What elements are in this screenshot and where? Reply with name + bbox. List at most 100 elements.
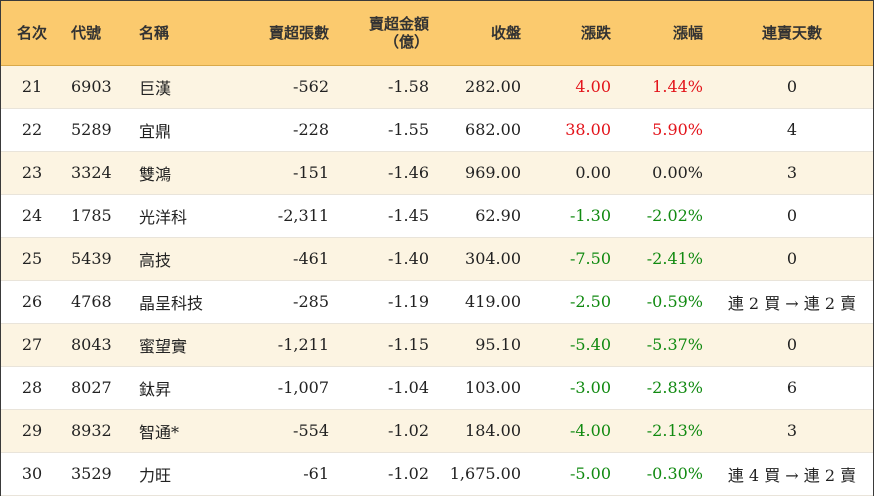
cell-change-pct: -0.30% [619,452,711,496]
cell-stock-name[interactable]: 光洋科 [133,194,235,238]
header-change-pct[interactable]: 漲幅 [619,1,711,66]
header-rank[interactable]: 名次 [1,1,63,66]
cell-streak: 0 [711,65,873,109]
cell-rank: 25 [1,237,63,281]
cell-rank: 21 [1,65,63,109]
cell-code[interactable]: 6903 [63,65,133,109]
cell-streak: 0 [711,237,873,281]
cell-stock-name[interactable]: 晶呈科技 [133,280,235,324]
cell-code[interactable]: 8043 [63,323,133,367]
cell-streak: 連 4 買 → 連 2 賣 [711,452,873,496]
cell-close: 103.00 [437,366,529,410]
header-row: 名次 代號 名稱 賣超張數 賣超金額 （億） 收盤 漲跌 漲幅 連賣天數 [1,1,873,66]
cell-rank: 29 [1,409,63,453]
cell-change: 4.00 [529,65,619,109]
cell-code[interactable]: 4768 [63,280,133,324]
cell-sell-lots: -2,311 [235,194,337,238]
cell-code[interactable]: 1785 [63,194,133,238]
cell-sell-lots: -285 [235,280,337,324]
table-body: 21 6903 巨漢 -562 -1.58 282.00 4.00 1.44% 0 22 5289 宜… [1,65,873,496]
cell-close: 184.00 [437,409,529,453]
cell-sell-amount: -1.46 [337,151,437,195]
cell-change-pct: 0.00% [619,151,711,195]
table-row[interactable]: 28 8027 鈦昇 -1,007 -1.04 103.00 -3.00 -2.83% 6 [1,366,873,410]
cell-sell-amount: -1.15 [337,323,437,367]
header-code[interactable]: 代號 [63,1,133,66]
cell-sell-amount: -1.45 [337,194,437,238]
table-row[interactable]: 30 3529 力旺 -61 -1.02 1,675.00 -5.00 -0.30% 連 4 買… [1,452,873,496]
table-row[interactable]: 21 6903 巨漢 -562 -1.58 282.00 4.00 1.44% 0 [1,65,873,109]
cell-code[interactable]: 5289 [63,108,133,152]
cell-close: 95.10 [437,323,529,367]
cell-stock-name[interactable]: 宜鼎 [133,108,235,152]
cell-change-pct: -2.02% [619,194,711,238]
header-sell-amount-line2: （億） [383,32,429,51]
cell-streak: 0 [711,323,873,367]
cell-change: -5.00 [529,452,619,496]
cell-change-pct: -0.59% [619,280,711,324]
header-sell-amount-line1: 賣超金額 [368,14,429,33]
cell-sell-amount: -1.58 [337,65,437,109]
cell-sell-lots: -562 [235,65,337,109]
cell-close: 419.00 [437,280,529,324]
cell-change-pct: -2.13% [619,409,711,453]
cell-sell-amount: -1.02 [337,452,437,496]
header-sell-amount[interactable]: 賣超金額 （億） [337,1,437,66]
cell-streak: 0 [711,194,873,238]
cell-code[interactable]: 8932 [63,409,133,453]
cell-sell-amount: -1.02 [337,409,437,453]
header-change[interactable]: 漲跌 [529,1,619,66]
header-name[interactable]: 名稱 [133,1,235,66]
cell-streak: 6 [711,366,873,410]
cell-sell-lots: -151 [235,151,337,195]
table-row[interactable]: 26 4768 晶呈科技 -285 -1.19 419.00 -2.50 -0.59% 連 2 … [1,280,873,324]
cell-change-pct: -2.41% [619,237,711,281]
cell-rank: 28 [1,366,63,410]
cell-close: 682.00 [437,108,529,152]
cell-stock-name[interactable]: 智通* [133,409,235,453]
cell-sell-amount: -1.55 [337,108,437,152]
cell-change-pct: 1.44% [619,65,711,109]
cell-change: -4.00 [529,409,619,453]
cell-change: -1.30 [529,194,619,238]
cell-stock-name[interactable]: 雙鴻 [133,151,235,195]
cell-code[interactable]: 3529 [63,452,133,496]
cell-sell-lots: -228 [235,108,337,152]
cell-sell-lots: -554 [235,409,337,453]
cell-change-pct: -5.37% [619,323,711,367]
table-row[interactable]: 25 5439 高技 -461 -1.40 304.00 -7.50 -2.41% 0 [1,237,873,281]
cell-close: 282.00 [437,65,529,109]
cell-code[interactable]: 3324 [63,151,133,195]
cell-stock-name[interactable]: 鈦昇 [133,366,235,410]
cell-streak: 連 2 買 → 連 2 賣 [711,280,873,324]
cell-rank: 30 [1,452,63,496]
cell-stock-name[interactable]: 巨漢 [133,65,235,109]
cell-stock-name[interactable]: 力旺 [133,452,235,496]
table-header: 名次 代號 名稱 賣超張數 賣超金額 （億） 收盤 漲跌 漲幅 連賣天數 [1,1,873,66]
table-row[interactable]: 27 8043 蜜望實 -1,211 -1.15 95.10 -5.40 -5.37% 0 [1,323,873,367]
header-sell-lots[interactable]: 賣超張數 [235,1,337,66]
cell-streak: 3 [711,151,873,195]
cell-change: -3.00 [529,366,619,410]
cell-change: -5.40 [529,323,619,367]
header-streak[interactable]: 連賣天數 [711,1,873,66]
cell-rank: 27 [1,323,63,367]
cell-streak: 3 [711,409,873,453]
table-row[interactable]: 23 3324 雙鴻 -151 -1.46 969.00 0.00 0.00% 3 [1,151,873,195]
cell-change-pct: 5.90% [619,108,711,152]
cell-change-pct: -2.83% [619,366,711,410]
cell-stock-name[interactable]: 蜜望實 [133,323,235,367]
cell-rank: 26 [1,280,63,324]
cell-rank: 22 [1,108,63,152]
table-row[interactable]: 24 1785 光洋科 -2,311 -1.45 62.90 -1.30 -2.02% 0 [1,194,873,238]
cell-rank: 23 [1,151,63,195]
cell-code[interactable]: 5439 [63,237,133,281]
cell-code[interactable]: 8027 [63,366,133,410]
table-row[interactable]: 29 8932 智通* -554 -1.02 184.00 -4.00 -2.13% 3 [1,409,873,453]
table-row[interactable]: 22 5289 宜鼎 -228 -1.55 682.00 38.00 5.90% 4 [1,108,873,152]
cell-sell-amount: -1.19 [337,280,437,324]
cell-stock-name[interactable]: 高技 [133,237,235,281]
header-close[interactable]: 收盤 [437,1,529,66]
